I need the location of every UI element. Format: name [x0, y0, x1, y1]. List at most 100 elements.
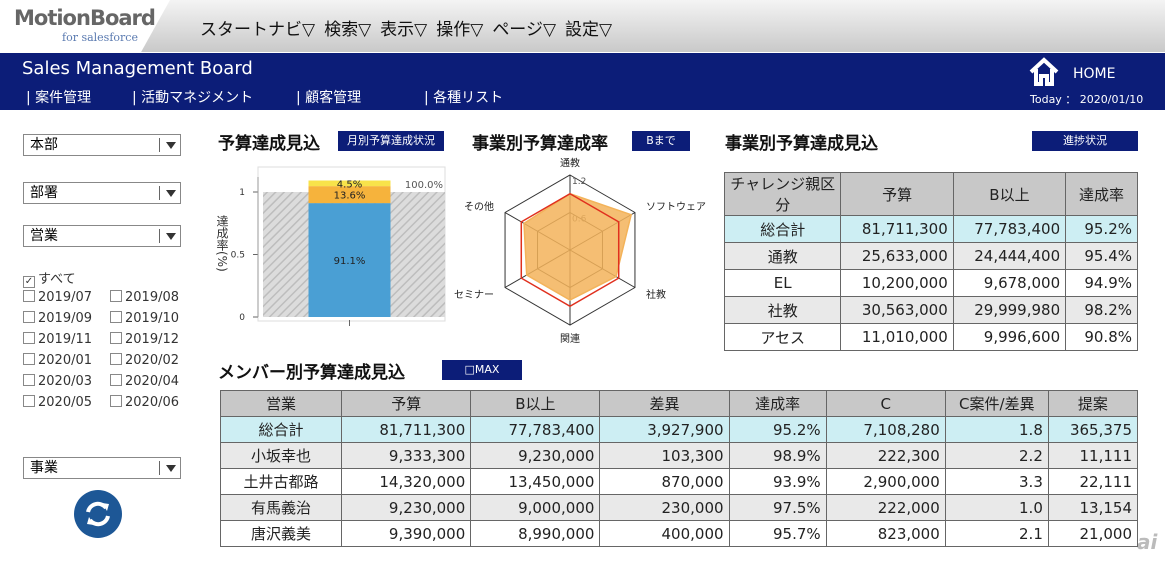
checkbox-label: すべて: [38, 272, 76, 287]
menu: スタートナビ▽ 検索▽ 表示▽ 操作▽ ページ▽ 設定▽: [200, 15, 612, 40]
table-cell: 94.9%: [1065, 269, 1138, 297]
column-header: C案件/差異: [944, 390, 1049, 417]
table-cell: 9,230,000: [470, 442, 601, 469]
month-checkbox[interactable]: 2020/04: [110, 374, 179, 389]
nav-link[interactable]: | 各種リスト: [424, 90, 504, 106]
nav-link[interactable]: | 活動マネジメント: [132, 90, 254, 106]
y-axis-label: 達成率(%): [215, 215, 229, 272]
month-checkbox[interactable]: 2020/02: [110, 353, 179, 368]
dropdown[interactable]: 部署: [23, 182, 181, 204]
table-cell: 10,200,000: [840, 269, 954, 297]
table-cell: 870,000: [599, 468, 730, 495]
table-cell: 95.2%: [728, 416, 827, 443]
checkbox-label: 2020/01: [38, 353, 93, 368]
chart-button[interactable]: Bまで: [632, 131, 690, 151]
reference-label: 100.0%: [405, 180, 443, 191]
table-cell: 22,111: [1047, 468, 1139, 495]
month-checkbox[interactable]: 2020/05: [23, 395, 92, 410]
nav-link[interactable]: | 顧客管理: [296, 90, 362, 106]
table-cell: 11,010,000: [840, 323, 954, 351]
column-header: チャレンジ親区分: [723, 172, 842, 216]
value-label: 13.6%: [334, 191, 366, 202]
axis-label: 通教: [560, 156, 580, 169]
month-checkbox[interactable]: 2019/12: [110, 332, 179, 347]
table-cell: 230,000: [599, 494, 730, 521]
chart-title: 予算達成見込: [218, 134, 320, 154]
home-icon[interactable]: [1028, 57, 1060, 87]
chart-button[interactable]: 月別予算達成状況: [338, 131, 444, 151]
month-checkbox[interactable]: 2020/06: [110, 395, 179, 410]
table-cell: 土井古都路: [219, 468, 343, 495]
month-checkbox[interactable]: 2019/10: [110, 311, 179, 326]
board-title: Sales Management Board: [22, 58, 253, 79]
column-header: C: [825, 390, 946, 417]
chart-title: 事業別予算達成率: [472, 134, 608, 154]
month-checkbox[interactable]: 2020/03: [23, 374, 92, 389]
nav-link[interactable]: | 案件管理: [26, 90, 92, 106]
checkbox-label: 2020/06: [125, 395, 180, 410]
checkbox-all[interactable]: ✓ すべて: [23, 272, 76, 288]
table-cell: 365,375: [1047, 416, 1139, 443]
month-checkbox[interactable]: 2019/11: [23, 332, 92, 347]
dropdown[interactable]: 営業: [23, 225, 181, 247]
table-cell: 823,000: [825, 520, 946, 547]
table-cell: 1.8: [944, 416, 1049, 443]
table-cell: 小坂幸也: [219, 442, 343, 469]
refresh-button[interactable]: [74, 490, 122, 538]
table-title: メンバー別予算達成見込: [218, 363, 405, 383]
month-checkbox[interactable]: 2019/09: [23, 311, 92, 326]
menu-item[interactable]: ページ▽: [492, 20, 557, 40]
dropdown[interactable]: 事業: [23, 457, 181, 479]
radar-series: [523, 192, 633, 301]
bar-segment: [308, 180, 391, 187]
table-cell: 21,000: [1047, 520, 1139, 547]
table-cell: 13,154: [1047, 494, 1139, 521]
table-cell: 13,450,000: [470, 468, 601, 495]
r-tick-label: 1.2: [572, 177, 586, 187]
menu-item[interactable]: スタートナビ▽: [200, 20, 316, 40]
menu-item[interactable]: 表示▽: [380, 20, 428, 40]
month-checkbox[interactable]: 2019/08: [110, 290, 179, 305]
table-cell: 9,678,000: [952, 269, 1067, 297]
table-cell: 8,990,000: [470, 520, 601, 547]
menu-item[interactable]: 検索▽: [324, 20, 372, 40]
table-cell: 24,444,400: [952, 242, 1067, 270]
table-cell: 400,000: [599, 520, 730, 547]
checkbox-label: 2019/11: [38, 332, 93, 347]
data-table: 営業 予算 B以上 差異 達成率 C C案件/差異 提案 総合計 81,711,300 77,783…: [219, 390, 1139, 547]
table-cell: 81,711,300: [341, 416, 472, 443]
radar-series: [520, 192, 620, 308]
value-label: 91.1%: [334, 256, 366, 267]
table-button[interactable]: □MAX: [442, 360, 522, 380]
logo-sub: for salesforce: [62, 31, 138, 44]
month-checkbox[interactable]: 2019/07: [23, 290, 92, 305]
table-cell: 総合計: [723, 215, 842, 243]
column-header: 達成率: [728, 390, 827, 417]
checkbox-label: 2019/07: [38, 290, 93, 305]
table-cell: 社教: [723, 296, 842, 324]
menu-item[interactable]: 操作▽: [436, 20, 484, 40]
table-button[interactable]: 進捗状況: [1032, 131, 1138, 151]
dropdown[interactable]: 本部: [23, 134, 181, 156]
checkbox-label: 2019/12: [125, 332, 180, 347]
nav-bar: Sales Management Board | 案件管理 | 活動マネジメント |…: [0, 53, 1165, 110]
checkbox-label: 2020/03: [38, 374, 93, 389]
month-checkbox[interactable]: 2020/01: [23, 353, 92, 368]
table-cell: 7,108,280: [825, 416, 946, 443]
table-title: 事業別予算達成見込: [725, 134, 878, 154]
column-header: B以上: [470, 390, 601, 417]
table-cell: 95.7%: [728, 520, 827, 547]
home-link[interactable]: HOME: [1073, 66, 1116, 82]
axis-label: その他: [464, 200, 494, 213]
table-cell: 98.2%: [1065, 296, 1138, 324]
column-header: 予算: [341, 390, 472, 417]
table-cell: アセス: [723, 323, 842, 351]
table-cell: 唐沢義美: [219, 520, 343, 547]
table-cell: 90.8%: [1065, 323, 1138, 351]
checkbox-label: 2019/08: [125, 290, 180, 305]
column-header: 達成率: [1065, 172, 1138, 216]
menu-item[interactable]: 設定▽: [565, 20, 613, 40]
table-cell: 9,390,000: [341, 520, 472, 547]
table-cell: 95.4%: [1065, 242, 1138, 270]
